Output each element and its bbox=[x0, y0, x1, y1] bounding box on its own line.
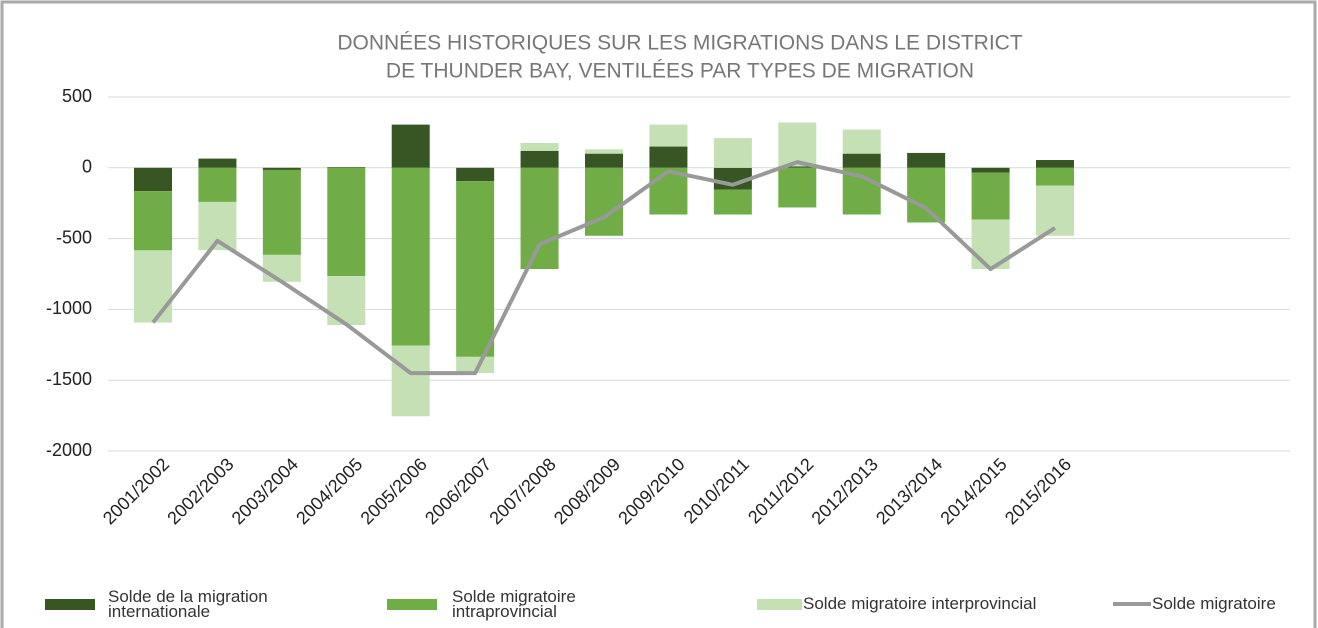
bar bbox=[842, 153, 881, 168]
bar bbox=[134, 250, 172, 323]
x-tick-label: 2005/2006 bbox=[357, 454, 431, 528]
bar bbox=[520, 150, 559, 168]
legend-label: Solde de la migration internationale bbox=[108, 587, 268, 621]
bar bbox=[198, 158, 237, 168]
y-tick-label: -500 bbox=[56, 227, 92, 247]
bar bbox=[1036, 160, 1074, 168]
bar bbox=[134, 191, 172, 251]
bar bbox=[907, 167, 946, 223]
x-tick-label: 2002/2003 bbox=[163, 454, 237, 528]
bar bbox=[778, 166, 817, 168]
bar bbox=[391, 345, 430, 417]
bar bbox=[391, 167, 430, 346]
bar bbox=[778, 167, 817, 208]
bar bbox=[907, 152, 946, 168]
x-tick-label: 2015/2016 bbox=[1001, 454, 1075, 528]
bar bbox=[391, 124, 430, 168]
bar bbox=[585, 153, 623, 168]
x-tick-label: 2004/2005 bbox=[292, 454, 366, 528]
x-tick-label: 2007/2008 bbox=[485, 454, 559, 528]
bar bbox=[456, 356, 495, 374]
legend-label: Solde migratoire intraprovincial bbox=[452, 587, 576, 621]
bar bbox=[842, 129, 881, 154]
chart-title: DE THUNDER BAY, VENTILÉES PAR TYPES DE M… bbox=[386, 60, 974, 83]
bar bbox=[585, 149, 623, 154]
bar bbox=[262, 169, 301, 255]
legend-swatch bbox=[1113, 602, 1151, 606]
bar bbox=[649, 124, 688, 147]
legend-swatch bbox=[387, 598, 437, 610]
bar bbox=[971, 172, 1010, 220]
bar bbox=[456, 181, 495, 357]
y-tick-label: -2000 bbox=[46, 440, 92, 460]
line bbox=[151, 160, 1057, 376]
legend-swatch bbox=[45, 598, 95, 610]
x-tick-label: 2011/2012 bbox=[744, 454, 817, 527]
bar bbox=[907, 222, 946, 224]
legend-swatch bbox=[757, 598, 802, 610]
bar bbox=[971, 167, 1010, 173]
bar bbox=[134, 167, 172, 192]
bar bbox=[456, 167, 495, 182]
bar bbox=[262, 254, 301, 282]
bar bbox=[649, 146, 688, 168]
x-tick-label: 2010/2011 bbox=[680, 454, 753, 527]
x-tick-label: 2012/2013 bbox=[808, 454, 882, 528]
x-tick-label: 2003/2004 bbox=[228, 454, 302, 528]
x-tick-label: 2006/2007 bbox=[421, 454, 495, 528]
bar bbox=[585, 167, 623, 236]
y-tick-label: -1500 bbox=[46, 369, 92, 389]
chart-title: DONNÉES HISTORIQUES SUR LES MIGRATIONS D… bbox=[337, 32, 1023, 55]
bar bbox=[262, 167, 301, 170]
bar bbox=[327, 167, 366, 277]
y-tick-label: 0 bbox=[82, 157, 92, 177]
bar bbox=[713, 189, 752, 215]
y-tick-label: -1000 bbox=[46, 298, 92, 318]
x-tick-label: 2013/2014 bbox=[872, 454, 946, 528]
bar bbox=[1036, 185, 1074, 236]
bar bbox=[778, 122, 817, 167]
y-tick-label: 500 bbox=[62, 86, 92, 106]
x-tick-label: 2001/2002 bbox=[99, 454, 173, 528]
bar bbox=[198, 167, 237, 202]
bar bbox=[327, 167, 366, 168]
bar bbox=[520, 143, 559, 151]
bar bbox=[713, 138, 752, 168]
x-tick-label: 2008/2009 bbox=[550, 454, 624, 528]
legend-label: Solde migratoire interprovincial bbox=[803, 594, 1037, 613]
bar bbox=[1036, 167, 1074, 186]
x-tick-label: 2009/2010 bbox=[614, 454, 688, 528]
legend-label: Solde migratoire bbox=[1152, 594, 1276, 613]
x-tick-label: 2014/2015 bbox=[936, 454, 1010, 528]
bar bbox=[520, 167, 559, 270]
